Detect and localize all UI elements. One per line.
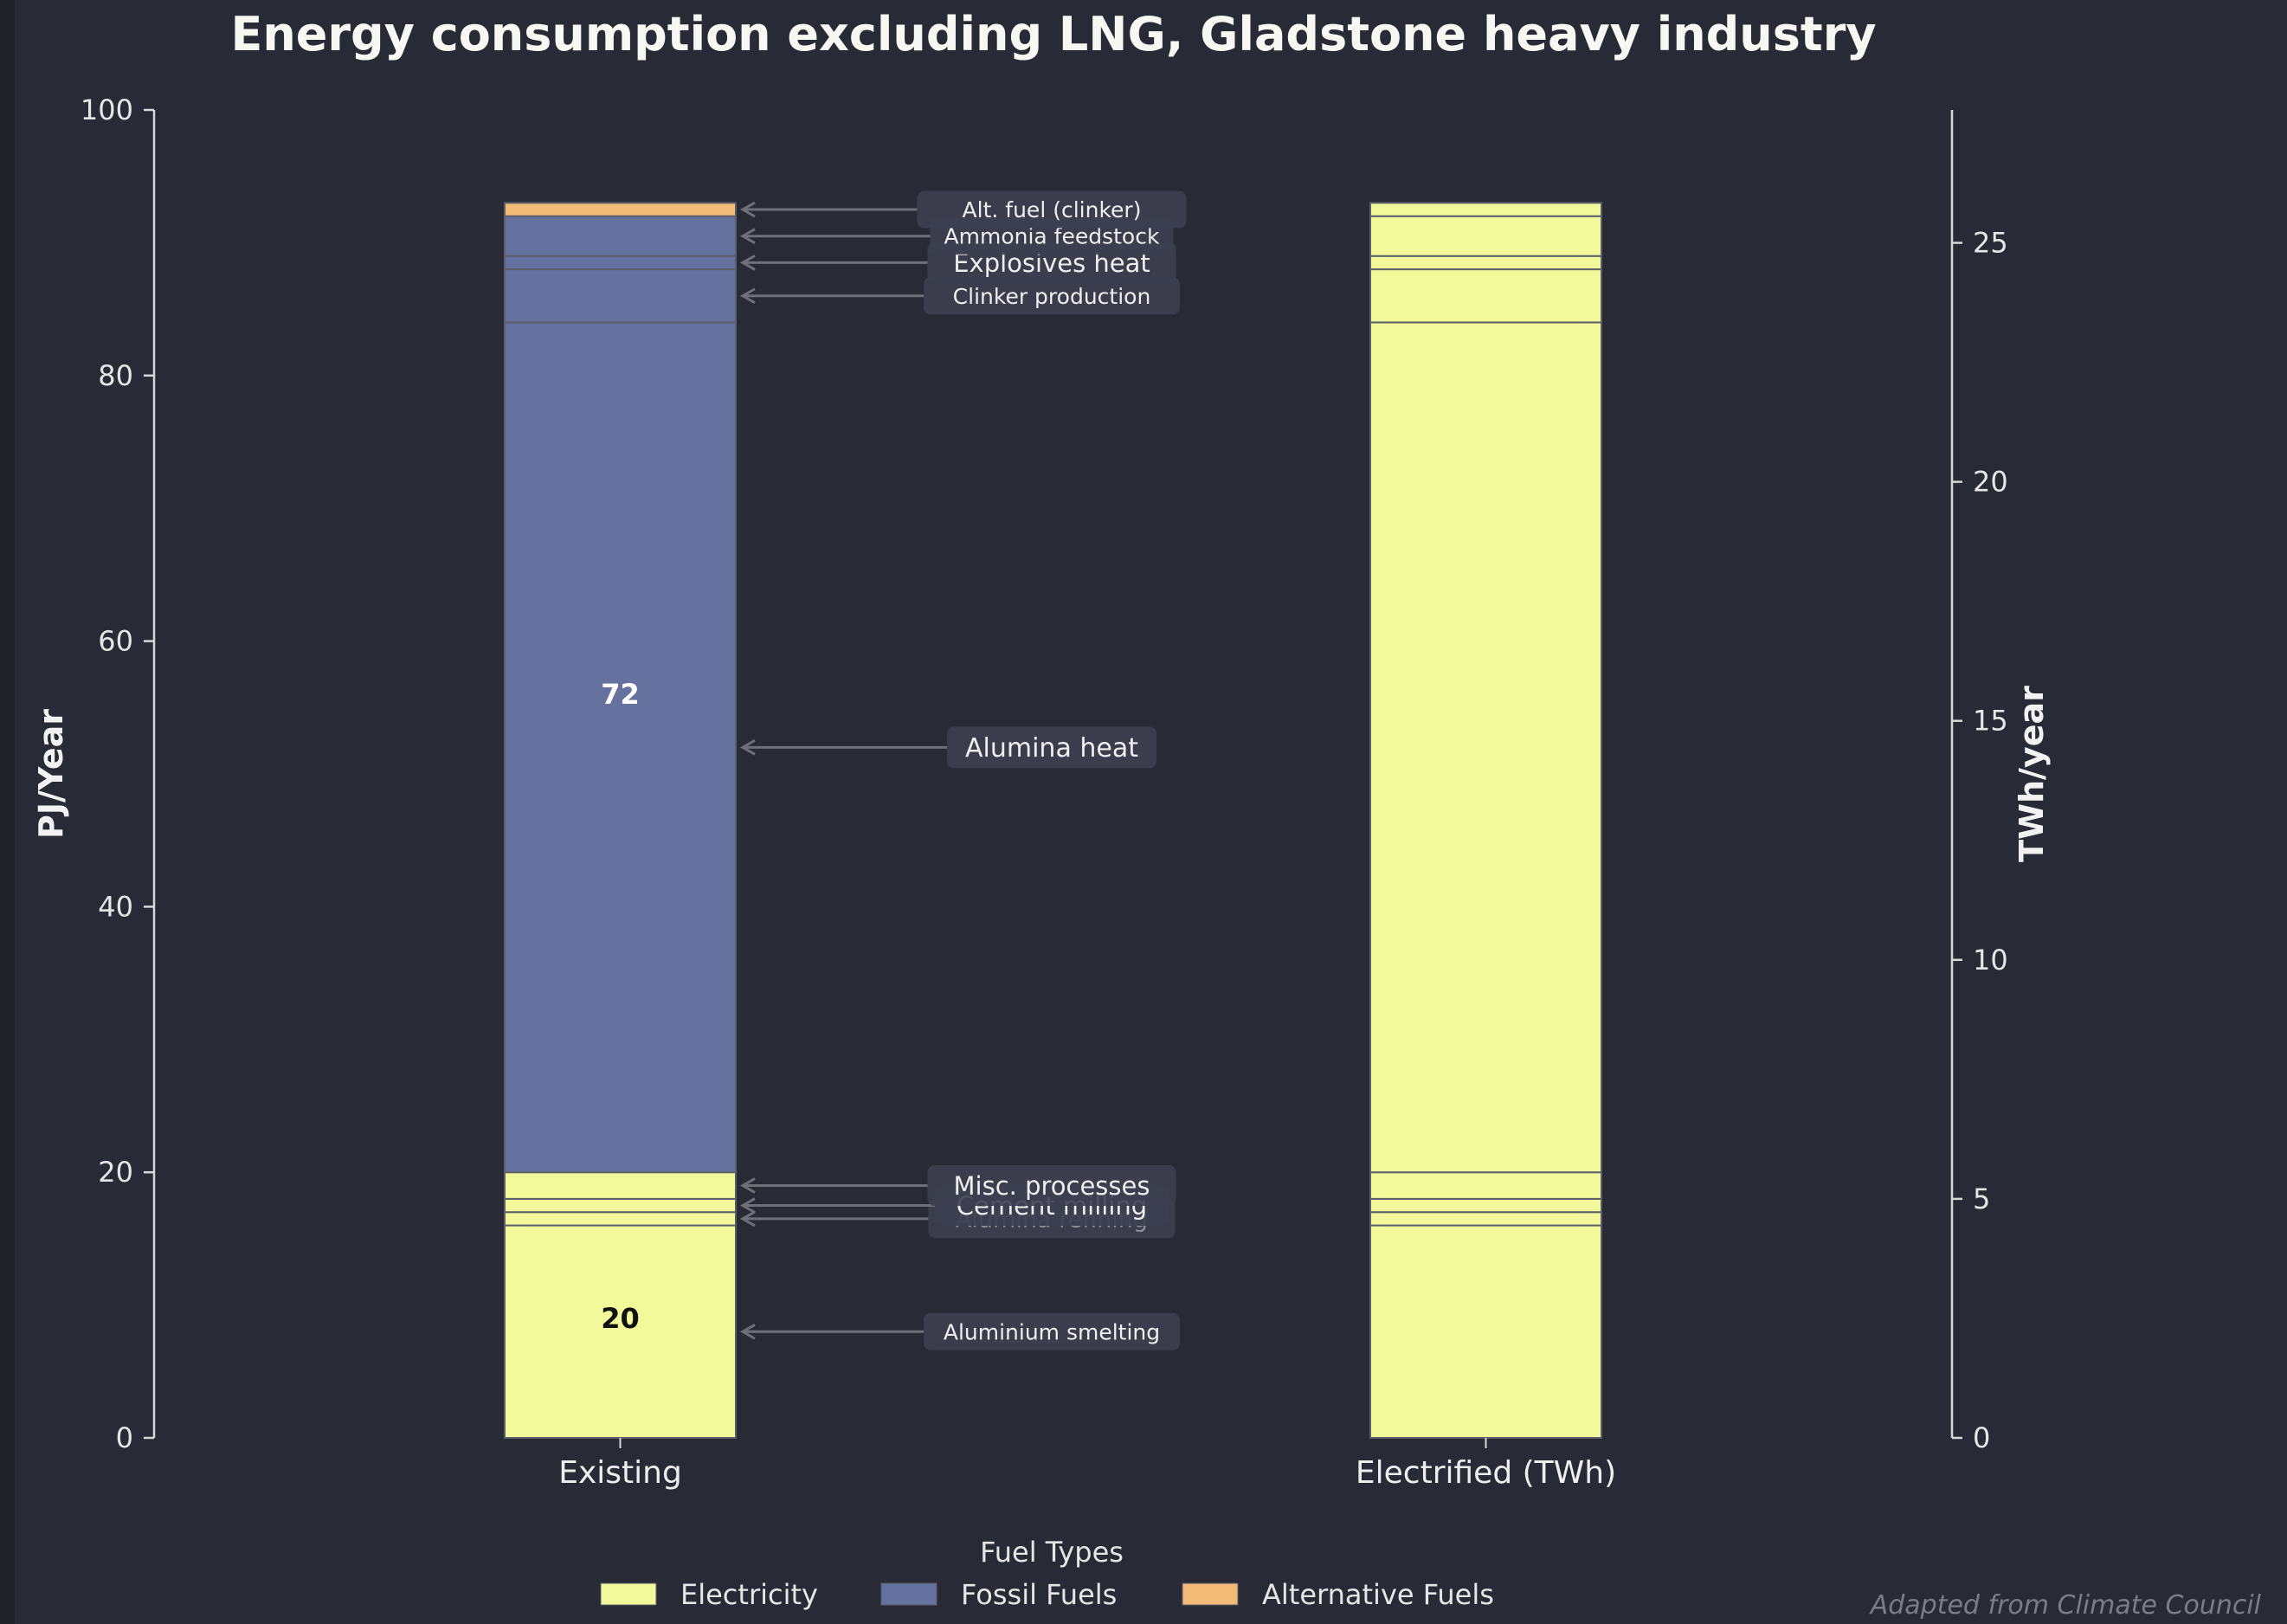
right-axis-tick-label: 5	[1973, 1183, 1990, 1215]
right-y-axis: 0 5 10 15 20 25	[1950, 110, 2008, 1454]
arrow-head-icon	[739, 228, 756, 245]
x-axis-category-label: Existing	[558, 1455, 682, 1491]
legend-swatch	[600, 1582, 657, 1606]
bar-segment-existing	[504, 1224, 737, 1440]
x-axis: Existing Electrified (TWh)	[558, 1438, 1616, 1491]
annotation-label: Alt. fuel (clinker)	[963, 197, 1142, 222]
right-axis-tick-label: 15	[1973, 705, 2008, 738]
window-edge	[0, 0, 15, 1624]
annotation-label: Clinker production	[953, 284, 1151, 309]
source-footnote: Adapted from Climate Council	[1869, 1590, 2262, 1621]
annotation: Alt. fuel (clinker)	[739, 190, 1187, 229]
arrow-head-icon	[739, 201, 756, 218]
bar-segment-electrified	[1369, 268, 1602, 324]
right-axis-tick-label: 10	[1973, 944, 2008, 976]
right-axis-tick-label: 0	[1973, 1421, 1990, 1454]
bar-total-label: 72	[601, 678, 640, 711]
bar-segment-electrified	[1369, 215, 1602, 257]
bar-segment-electrified	[1369, 255, 1602, 271]
legend-swatch	[1182, 1582, 1239, 1606]
annotation: Clinker production	[739, 277, 1180, 315]
arrow-head-icon	[739, 287, 756, 305]
bar-segment-existing	[504, 268, 737, 324]
annotation-box	[924, 1312, 1180, 1350]
annotation-box	[917, 190, 1187, 229]
bar-total-label: 20	[601, 1302, 640, 1335]
chart-title: Energy consumption excluding LNG, Gladst…	[230, 7, 1876, 61]
bar-segment-electrified	[1369, 1224, 1602, 1440]
right-axis-tick-label: 20	[1973, 466, 2008, 499]
left-y-axis-label: PJ/Year	[32, 709, 70, 839]
left-axis-tick-label: 100	[81, 93, 133, 126]
left-axis-tick-label: 20	[98, 1156, 133, 1189]
annotation-box	[947, 726, 1156, 769]
annotation: Aluminium smelting	[739, 1312, 1180, 1350]
bar-segment-existing	[504, 215, 737, 257]
bar-segment-existing	[504, 1211, 737, 1227]
bar-segment-existing	[504, 202, 737, 217]
bar-segment-existing	[504, 321, 737, 1174]
annotation: Misc. processes	[739, 1165, 1176, 1207]
legend-entry-label: Fossil Fuels	[961, 1578, 1117, 1611]
legend-title: Fuel Types	[980, 1536, 1124, 1569]
annotation-label: Aluminium smelting	[944, 1319, 1160, 1344]
x-axis-category-label: Electrified (TWh)	[1356, 1455, 1616, 1491]
bar-segment-electrified	[1369, 202, 1602, 217]
bar-segment-existing	[504, 255, 737, 271]
arrow-head-icon	[739, 1210, 756, 1228]
left-axis-tick-label: 80	[98, 359, 133, 392]
annotation-label: Misc. processes	[954, 1171, 1150, 1201]
annotation-box	[924, 277, 1180, 315]
arrow-head-icon	[739, 1177, 756, 1194]
bar-segment-electrified	[1369, 1211, 1602, 1227]
annotation: Alumina heat	[739, 726, 1156, 769]
right-axis-tick-label: 25	[1973, 227, 2008, 260]
bar-segment-electrified	[1369, 1197, 1602, 1214]
left-axis-tick-label: 0	[116, 1421, 133, 1454]
left-axis-tick-label: 60	[98, 625, 133, 658]
right-y-axis-label: TWh/year	[2013, 686, 2051, 862]
arrow-head-icon	[739, 739, 756, 756]
segment-annotations: Aluminium smeltingAlumina refiningCement…	[739, 190, 1187, 1350]
left-y-axis: 0 20 40 60 80 100	[81, 93, 156, 1454]
legend-swatch	[880, 1582, 937, 1606]
legend-entry-label: Alternative Fuels	[1262, 1578, 1494, 1611]
annotation-label: Alumina heat	[965, 733, 1138, 764]
legend-entry-label: Electricity	[680, 1578, 818, 1611]
arrow-head-icon	[739, 1323, 756, 1340]
legend: Fuel Types Electricity Fossil Fuels Alterna…	[600, 1536, 1494, 1611]
bar-segment-existing	[504, 1197, 737, 1214]
bar-segment-electrified	[1369, 1171, 1602, 1200]
arrow-head-icon	[739, 255, 756, 271]
annotation-label: Ammonia feedstock	[944, 224, 1160, 249]
left-axis-tick-label: 40	[98, 890, 133, 923]
bar-segment-existing	[504, 1171, 737, 1200]
bar-segment-electrified	[1369, 321, 1602, 1174]
annotation-box	[927, 1165, 1176, 1207]
arrow-head-icon	[739, 1197, 756, 1214]
